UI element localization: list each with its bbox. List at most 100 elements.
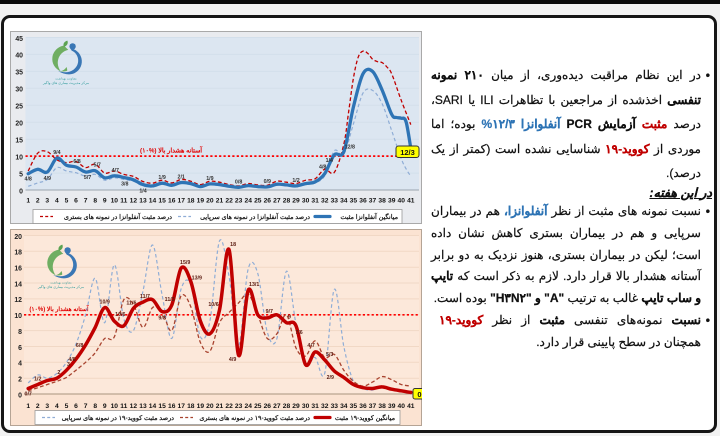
svg-text:32: 32 bbox=[321, 403, 329, 410]
svg-text:0: 0 bbox=[19, 188, 23, 195]
svg-text:3: 3 bbox=[67, 362, 70, 368]
svg-text:37: 37 bbox=[369, 403, 377, 410]
svg-text:35: 35 bbox=[350, 403, 358, 410]
svg-text:0: 0 bbox=[417, 390, 421, 399]
svg-text:31: 31 bbox=[311, 403, 319, 410]
svg-text:10/6: 10/6 bbox=[115, 312, 125, 318]
svg-text:0/8: 0/8 bbox=[235, 179, 242, 185]
svg-text:20: 20 bbox=[14, 234, 22, 241]
svg-text:2: 2 bbox=[36, 198, 40, 205]
svg-text:درصد مثبت آنفلوانزا در نمونه ه: درصد مثبت آنفلوانزا در نمونه های سرپایی bbox=[200, 213, 310, 221]
svg-text:10: 10 bbox=[111, 403, 119, 410]
svg-text:4/7: 4/7 bbox=[112, 168, 119, 174]
svg-text:میانگین کووید-۱۹ مثبت: میانگین کووید-۱۹ مثبت bbox=[335, 414, 395, 422]
svg-text:11: 11 bbox=[120, 198, 127, 205]
svg-text:33: 33 bbox=[331, 198, 339, 205]
svg-text:16: 16 bbox=[168, 403, 176, 410]
svg-text:40: 40 bbox=[15, 53, 23, 60]
svg-text:35: 35 bbox=[15, 70, 23, 77]
svg-text:12: 12 bbox=[14, 297, 22, 304]
svg-text:4/8: 4/8 bbox=[68, 357, 75, 363]
svg-text:9/7: 9/7 bbox=[266, 309, 273, 315]
svg-text:20: 20 bbox=[15, 121, 23, 128]
svg-text:14: 14 bbox=[149, 198, 157, 205]
svg-text:میانگین آنفلوانزا مثبت: میانگین آنفلوانزا مثبت bbox=[340, 213, 398, 221]
svg-text:17: 17 bbox=[177, 198, 185, 205]
svg-text:41: 41 bbox=[407, 198, 415, 205]
svg-text:3: 3 bbox=[45, 403, 49, 410]
svg-text:37: 37 bbox=[369, 198, 377, 205]
svg-text:27: 27 bbox=[273, 198, 281, 205]
svg-text:1: 1 bbox=[26, 403, 30, 410]
svg-text:11: 11 bbox=[120, 403, 127, 410]
svg-text:25: 25 bbox=[15, 104, 23, 111]
svg-text:11/7: 11/7 bbox=[140, 294, 150, 300]
svg-text:15: 15 bbox=[15, 138, 23, 145]
svg-text:20: 20 bbox=[206, 403, 214, 410]
svg-text:درصد مثبت کووید-۱۹ در نمونه ها: درصد مثبت کووید-۱۹ در نمونه های سرپایی bbox=[62, 415, 175, 422]
svg-text:9/8: 9/8 bbox=[158, 316, 165, 322]
svg-text:13/1: 13/1 bbox=[249, 282, 259, 288]
svg-text:6/8: 6/8 bbox=[73, 159, 80, 165]
svg-text:9: 9 bbox=[103, 403, 107, 410]
svg-text:16: 16 bbox=[168, 198, 176, 205]
svg-text:5: 5 bbox=[65, 403, 69, 410]
svg-text:39: 39 bbox=[388, 403, 396, 410]
svg-text:27: 27 bbox=[273, 403, 281, 410]
svg-text:34: 34 bbox=[340, 403, 348, 410]
svg-text:آستانه هشدار بالا (%۱۰): آستانه هشدار بالا (%۱۰) bbox=[140, 147, 203, 155]
svg-text:24: 24 bbox=[244, 403, 252, 410]
svg-text:36: 36 bbox=[359, 403, 367, 410]
svg-text:0/9: 0/9 bbox=[264, 179, 271, 185]
svg-text:12: 12 bbox=[130, 403, 138, 410]
svg-text:5/7: 5/7 bbox=[84, 175, 91, 181]
svg-text:2/9: 2/9 bbox=[327, 375, 334, 381]
svg-text:24: 24 bbox=[244, 198, 252, 205]
svg-text:2: 2 bbox=[57, 370, 60, 376]
svg-text:26: 26 bbox=[264, 403, 272, 410]
svg-text:14: 14 bbox=[14, 281, 22, 288]
svg-text:39: 39 bbox=[388, 198, 396, 205]
svg-text:10: 10 bbox=[14, 313, 22, 320]
svg-text:8: 8 bbox=[93, 403, 97, 410]
svg-text:41: 41 bbox=[407, 403, 415, 410]
svg-text:1/2: 1/2 bbox=[292, 178, 299, 184]
svg-text:مرکز مدیریت بیماری های واگیر: مرکز مدیریت بیماری های واگیر bbox=[42, 80, 89, 85]
svg-text:21: 21 bbox=[216, 198, 224, 205]
svg-text:1/9: 1/9 bbox=[158, 175, 165, 181]
svg-text:28: 28 bbox=[283, 403, 291, 410]
svg-text:0: 0 bbox=[18, 392, 22, 399]
svg-text:28: 28 bbox=[283, 198, 291, 205]
svg-text:10/6: 10/6 bbox=[208, 302, 218, 308]
svg-text:38: 38 bbox=[378, 403, 386, 410]
svg-text:26: 26 bbox=[264, 198, 272, 205]
svg-text:40: 40 bbox=[397, 403, 405, 410]
svg-text:3: 3 bbox=[45, 198, 49, 205]
svg-text:6/8: 6/8 bbox=[76, 343, 83, 349]
svg-text:معاونت بهداشت: معاونت بهداشت bbox=[55, 77, 77, 81]
svg-text:12: 12 bbox=[130, 198, 138, 205]
svg-text:14: 14 bbox=[149, 403, 157, 410]
svg-text:15: 15 bbox=[158, 198, 166, 205]
svg-text:15: 15 bbox=[158, 403, 166, 410]
svg-text:13/9: 13/9 bbox=[192, 276, 202, 282]
svg-text:18: 18 bbox=[14, 250, 22, 257]
svg-text:34: 34 bbox=[340, 198, 348, 205]
svg-text:10/9: 10/9 bbox=[100, 300, 110, 306]
svg-text:درصد مثبت آنفلوانزا در نمونه ه: درصد مثبت آنفلوانزا در نمونه های بستری bbox=[64, 213, 172, 221]
svg-text:آستانه هشدار بالا (%۱۰): آستانه هشدار بالا (%۱۰) bbox=[29, 305, 89, 313]
svg-text:9: 9 bbox=[103, 198, 107, 205]
svg-text:معاونت بهداشت: معاونت بهداشت bbox=[50, 281, 72, 285]
svg-text:6: 6 bbox=[74, 403, 78, 410]
svg-text:درصد مثبت کووید-۱۹ در نمونه ها: درصد مثبت کووید-۱۹ در نمونه های بستری bbox=[199, 415, 310, 422]
svg-text:7/6: 7/6 bbox=[295, 330, 302, 336]
svg-text:17: 17 bbox=[177, 403, 185, 410]
svg-text:5/3: 5/3 bbox=[326, 352, 333, 358]
svg-text:4/8: 4/8 bbox=[319, 165, 326, 171]
svg-text:30: 30 bbox=[302, 403, 310, 410]
svg-text:23: 23 bbox=[235, 198, 243, 205]
svg-text:22: 22 bbox=[225, 198, 233, 205]
svg-text:31: 31 bbox=[311, 198, 319, 205]
svg-text:7: 7 bbox=[84, 198, 88, 205]
svg-text:4/9: 4/9 bbox=[229, 357, 236, 363]
